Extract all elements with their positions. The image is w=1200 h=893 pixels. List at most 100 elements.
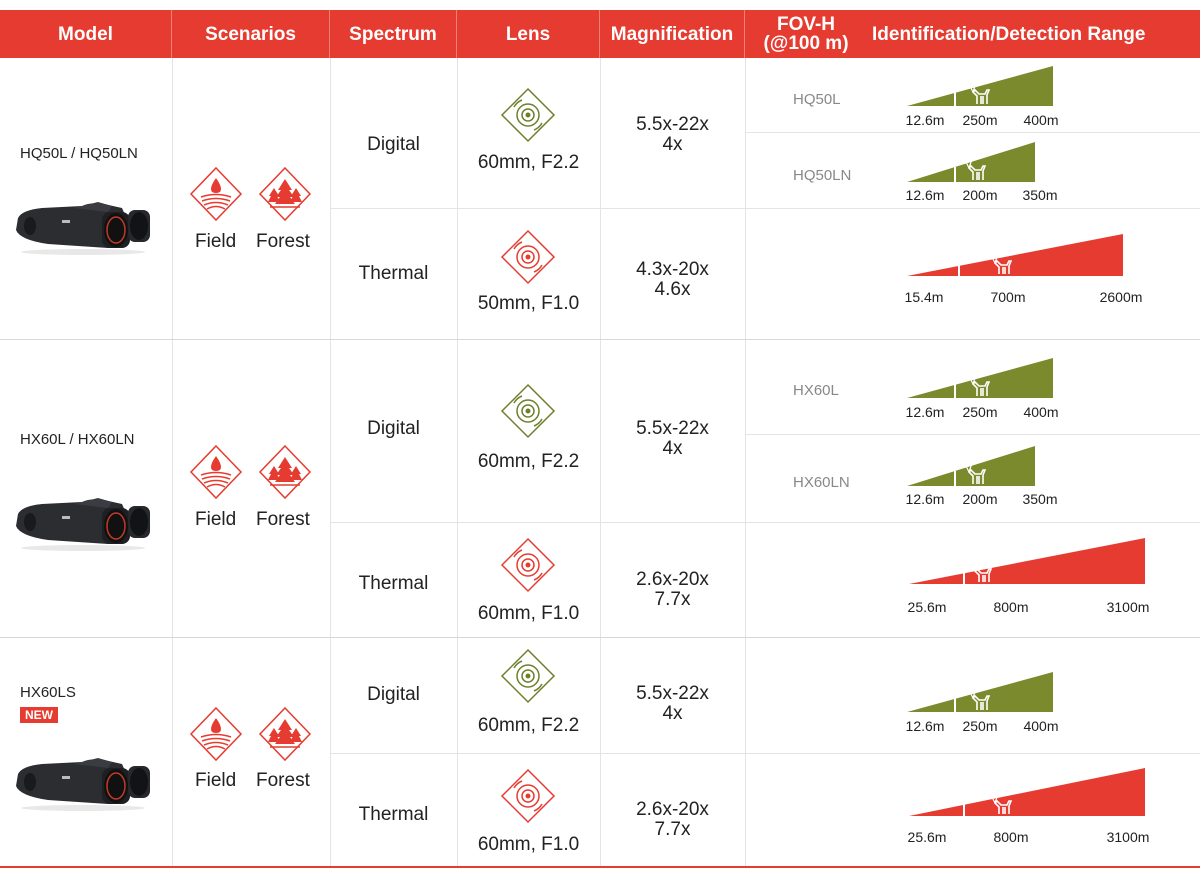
digital-lens-icon [500, 87, 556, 143]
header-scenarios: Scenarios [172, 10, 330, 58]
lens-spec: 60mm, F2.2 [477, 451, 580, 472]
divider [330, 522, 1200, 523]
divider [330, 208, 1200, 209]
magnification-range: 5.5x-22x [636, 683, 709, 704]
magnification-base: 7.7x [654, 589, 691, 610]
lens-spec: 50mm, F1.0 [477, 293, 580, 314]
scenario-field-label: Field [195, 509, 237, 530]
field-icon [189, 706, 243, 762]
forest-icon [258, 444, 312, 500]
range-detection: 400m [1023, 112, 1059, 128]
thermal-lens-icon [500, 537, 556, 593]
binocular-image [16, 202, 150, 255]
spectrum-thermal: Thermal [358, 804, 429, 825]
forest-icon [258, 706, 312, 762]
forest-icon [258, 166, 312, 222]
divider [0, 339, 1200, 340]
range-min: 12.6m [905, 718, 945, 734]
range-min: 25.6m [907, 599, 947, 615]
divider [600, 58, 601, 866]
range-detection: 2600m [1099, 289, 1143, 305]
scenario-forest-label: Forest [256, 770, 310, 791]
range-identification: 250m [962, 404, 998, 420]
footer-rule [0, 866, 1200, 868]
variant-label: HX60L [793, 382, 839, 399]
range-identification: 800m [993, 599, 1029, 615]
divider [330, 753, 1200, 754]
magnification-base: 4x [662, 703, 683, 724]
divider [330, 58, 331, 866]
range-detection: 3100m [1106, 829, 1150, 845]
magnification-base: 4x [662, 134, 683, 155]
range-detection: 3100m [1106, 599, 1150, 615]
range-triangle-digital [907, 358, 1053, 398]
lens-spec: 60mm, F1.0 [477, 834, 580, 855]
range-triangle-thermal [909, 768, 1145, 816]
magnification-range: 2.6x-20x [636, 799, 709, 820]
range-identification: 250m [962, 718, 998, 734]
field-icon [189, 444, 243, 500]
header-fov: FOV-H (@100 m) [745, 10, 867, 58]
digital-lens-icon [500, 648, 556, 704]
spectrum-digital: Digital [367, 134, 420, 155]
range-identification: 700m [990, 289, 1026, 305]
range-detection: 400m [1023, 718, 1059, 734]
lens-spec: 60mm, F2.2 [477, 152, 580, 173]
header-magnification: Magnification [600, 10, 745, 58]
range-triangle-thermal [907, 234, 1123, 276]
thermal-lens-icon [500, 768, 556, 824]
table-header: Model Scenarios Spectrum Lens Magnificat… [0, 10, 1200, 58]
divider [745, 434, 1200, 435]
spectrum-thermal: Thermal [358, 573, 429, 594]
variant-label: HQ50LN [793, 167, 852, 184]
header-fov-line1: FOV-H [776, 14, 836, 35]
magnification-range: 5.5x-22x [636, 418, 709, 439]
spectrum-thermal: Thermal [358, 263, 429, 284]
range-triangle-digital [907, 446, 1035, 486]
range-triangle-digital [907, 66, 1053, 106]
range-triangle-digital [907, 142, 1035, 182]
magnification-range: 2.6x-20x [636, 569, 709, 590]
variant-label: HX60LN [793, 474, 850, 491]
range-min: 25.6m [907, 829, 947, 845]
range-identification: 200m [962, 187, 998, 203]
range-detection: 400m [1023, 404, 1059, 420]
binocular-image [16, 498, 150, 551]
header-lens: Lens [457, 10, 600, 58]
magnification-base: 4.6x [654, 279, 691, 300]
scenario-field-label: Field [195, 231, 237, 252]
range-min: 12.6m [905, 112, 945, 128]
model-name: HX60L / HX60LN [20, 431, 135, 448]
range-min: 12.6m [905, 491, 945, 507]
field-icon [189, 166, 243, 222]
lens-spec: 60mm, F1.0 [477, 603, 580, 624]
spectrum-digital: Digital [367, 684, 420, 705]
magnification-range: 5.5x-22x [636, 114, 709, 135]
header-spectrum: Spectrum [330, 10, 457, 58]
magnification-range: 4.3x-20x [636, 259, 709, 280]
scenario-field-label: Field [195, 770, 237, 791]
range-identification: 250m [962, 112, 998, 128]
header-fov-line2: (@100 m) [763, 33, 849, 54]
range-detection: 350m [1022, 187, 1058, 203]
spectrum-digital: Digital [367, 418, 420, 439]
scenario-forest-label: Forest [256, 509, 310, 530]
divider [172, 58, 173, 866]
scenario-forest-label: Forest [256, 231, 310, 252]
range-identification: 200m [962, 491, 998, 507]
variant-label: HQ50L [793, 91, 841, 108]
model-name: HX60LS [20, 684, 76, 701]
lens-spec: 60mm, F2.2 [477, 715, 580, 736]
divider [0, 637, 1200, 638]
magnification-base: 4x [662, 438, 683, 459]
divider [745, 132, 1200, 133]
range-min: 12.6m [905, 404, 945, 420]
header-range: Identification/Detection Range [872, 23, 1146, 45]
model-name: HQ50L / HQ50LN [20, 145, 138, 162]
divider [457, 58, 458, 866]
header-model: Model [0, 10, 172, 58]
range-identification: 800m [993, 829, 1029, 845]
new-badge: NEW [20, 707, 58, 723]
magnification-base: 7.7x [654, 819, 691, 840]
digital-lens-icon [500, 383, 556, 439]
